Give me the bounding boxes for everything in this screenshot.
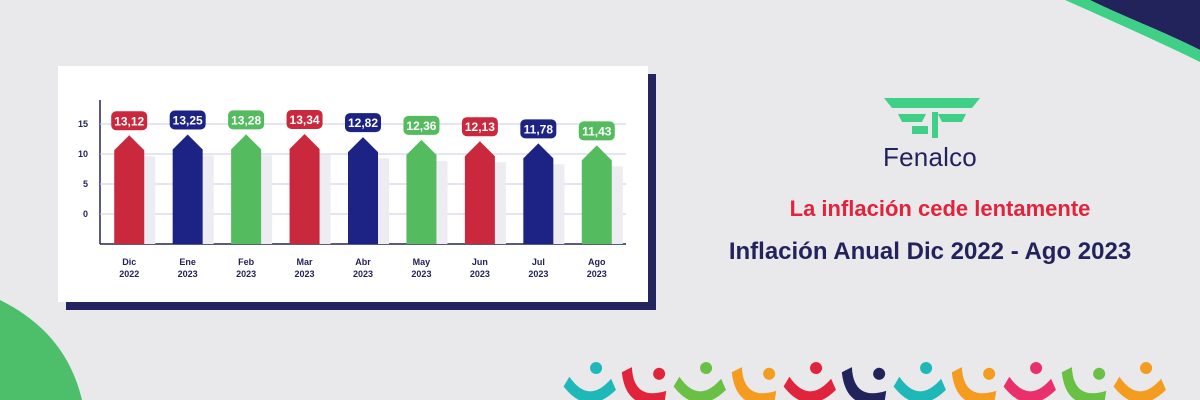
data-label: 13,25 xyxy=(173,114,203,128)
x-tick-label: Ago xyxy=(588,257,606,267)
value-badge xyxy=(461,117,498,137)
bar xyxy=(581,145,612,244)
data-label: 11,43 xyxy=(582,124,612,138)
bar xyxy=(172,134,203,244)
value-badge xyxy=(578,121,615,141)
data-label: 12,82 xyxy=(348,116,378,130)
y-tick-label: 15 xyxy=(78,119,88,129)
x-tick-label-year: 2023 xyxy=(470,269,490,279)
fenalco-wings-logo-icon xyxy=(884,98,980,138)
x-tick-label-year: 2023 xyxy=(295,269,315,279)
x-tick-label-year: 2023 xyxy=(411,269,431,279)
data-label: 13,12 xyxy=(114,114,144,128)
brand-name: Fenalco xyxy=(883,142,977,172)
data-label: 12,36 xyxy=(406,119,436,133)
bottom-left-green-blob xyxy=(0,300,82,400)
subheadline: Inflación Anual Dic 2022 - Ago 2023 xyxy=(728,238,1132,265)
person-icon-green xyxy=(673,362,726,400)
bar xyxy=(523,143,554,244)
bar xyxy=(231,134,262,244)
person-icon-orange xyxy=(731,367,777,400)
x-tick-label: Ene xyxy=(179,257,196,267)
x-tick-label-year: 2023 xyxy=(528,269,548,279)
person-icon-green xyxy=(1061,367,1107,400)
person-icon-orange xyxy=(951,367,997,400)
x-tick-label: May xyxy=(413,257,431,267)
data-label: 11,78 xyxy=(524,122,554,136)
bottom-people-icons xyxy=(563,362,1166,400)
value-badge xyxy=(286,109,323,129)
person-icon-red xyxy=(621,367,667,400)
x-tick-label: Jun xyxy=(472,257,488,267)
value-badge xyxy=(228,110,265,130)
headline: La inflación cede lentamente xyxy=(789,196,1091,221)
value-badge xyxy=(169,110,206,130)
bar xyxy=(406,139,437,244)
x-tick-label-year: 2023 xyxy=(587,269,607,279)
x-tick-label: Feb xyxy=(238,257,255,267)
x-tick-label: Abr xyxy=(355,257,371,267)
x-tick-label-year: 2023 xyxy=(236,269,256,279)
value-badge xyxy=(403,115,440,135)
bar xyxy=(114,135,145,244)
person-icon-teal xyxy=(893,362,946,400)
x-tick-label: Jul xyxy=(532,257,545,267)
y-tick-label: 5 xyxy=(83,179,88,189)
person-icon-pink xyxy=(1003,362,1056,400)
bar xyxy=(348,137,378,244)
x-tick-label-year: 2023 xyxy=(353,269,373,279)
value-badge xyxy=(520,119,557,139)
data-label: 13,28 xyxy=(231,113,261,127)
inflation-bar-chart: 0 5 10 15 13,12 Dic 2022 13,25 Ene 2023 13,28 Feb 20… xyxy=(78,100,626,279)
x-tick-label-year: 2023 xyxy=(178,269,198,279)
y-tick-label: 10 xyxy=(78,149,88,159)
x-tick-label: Mar xyxy=(297,257,314,267)
x-tick-label-year: 2022 xyxy=(119,269,139,279)
value-badge xyxy=(345,113,381,133)
person-icon-navy xyxy=(841,367,887,400)
person-icon-teal xyxy=(563,362,616,400)
data-label: 13,34 xyxy=(290,113,320,127)
bar xyxy=(289,133,320,244)
data-label: 12,13 xyxy=(465,120,495,134)
value-badge xyxy=(111,111,148,131)
top-right-navy-corner xyxy=(1090,0,1200,50)
person-icon-red xyxy=(783,362,836,400)
bar xyxy=(464,141,495,244)
x-tick-label: Dic xyxy=(122,257,136,267)
y-tick-label: 0 xyxy=(83,209,88,219)
person-icon-orange xyxy=(1113,362,1166,400)
